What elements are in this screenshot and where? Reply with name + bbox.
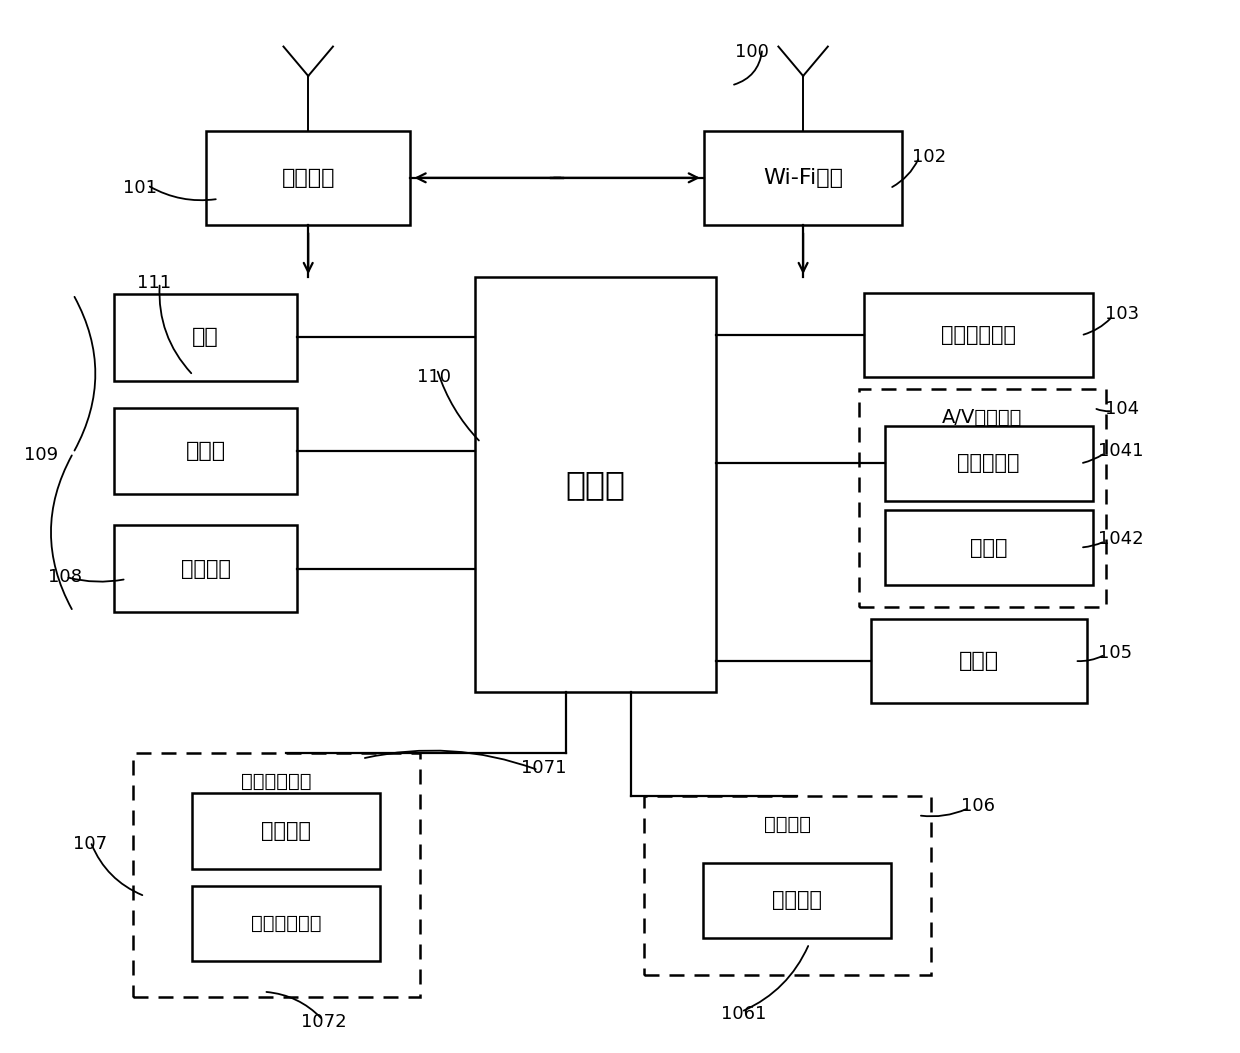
Text: 109: 109 [24, 446, 58, 464]
Text: 射频单元: 射频单元 [281, 167, 335, 187]
Bar [206, 131, 410, 225]
Text: 110: 110 [417, 369, 451, 386]
Text: 1041: 1041 [1097, 442, 1143, 460]
Text: 1072: 1072 [301, 1013, 346, 1031]
Text: 102: 102 [911, 147, 946, 165]
Bar [704, 131, 901, 225]
Text: 用户输入单元: 用户输入单元 [241, 772, 311, 791]
Bar [192, 886, 379, 961]
Bar [885, 425, 1092, 501]
Text: 111: 111 [138, 274, 171, 292]
Text: 音频输出单元: 音频输出单元 [941, 325, 1017, 345]
Text: 101: 101 [123, 179, 156, 197]
Text: 1042: 1042 [1097, 530, 1143, 549]
Text: 触控面板: 触控面板 [260, 821, 311, 841]
Text: 传感器: 传感器 [959, 651, 999, 671]
Bar [475, 277, 715, 692]
Text: 104: 104 [1105, 400, 1140, 418]
Bar [859, 389, 1106, 608]
Bar [644, 796, 930, 975]
Bar [864, 294, 1094, 377]
Text: 接口单元: 接口单元 [181, 558, 231, 578]
Text: 处理器: 处理器 [565, 468, 625, 501]
Text: 其他输入设备: 其他输入设备 [250, 914, 321, 933]
Text: 电源: 电源 [192, 327, 219, 347]
Text: 麦克风: 麦克风 [970, 537, 1007, 557]
Text: 图形处理器: 图形处理器 [957, 454, 1021, 474]
Text: 108: 108 [48, 568, 82, 585]
Bar [870, 619, 1087, 703]
Text: Wi-Fi模块: Wi-Fi模块 [763, 167, 843, 187]
Text: 1061: 1061 [722, 1005, 766, 1022]
Text: 103: 103 [1105, 305, 1140, 323]
Text: 1071: 1071 [521, 759, 567, 777]
Text: 显示单元: 显示单元 [764, 815, 811, 834]
Bar [114, 408, 298, 494]
Bar [703, 862, 892, 938]
Text: 107: 107 [73, 835, 108, 853]
Text: 显示面板: 显示面板 [773, 891, 822, 911]
Bar [133, 753, 419, 997]
Bar [114, 295, 298, 380]
Bar [114, 525, 298, 612]
Text: 105: 105 [1097, 643, 1132, 661]
Bar [192, 793, 379, 869]
Text: 106: 106 [961, 797, 996, 815]
Text: 存储器: 存储器 [186, 441, 226, 461]
Text: 100: 100 [735, 43, 769, 61]
Bar [885, 510, 1092, 585]
Text: A/V输入单元: A/V输入单元 [942, 408, 1023, 426]
